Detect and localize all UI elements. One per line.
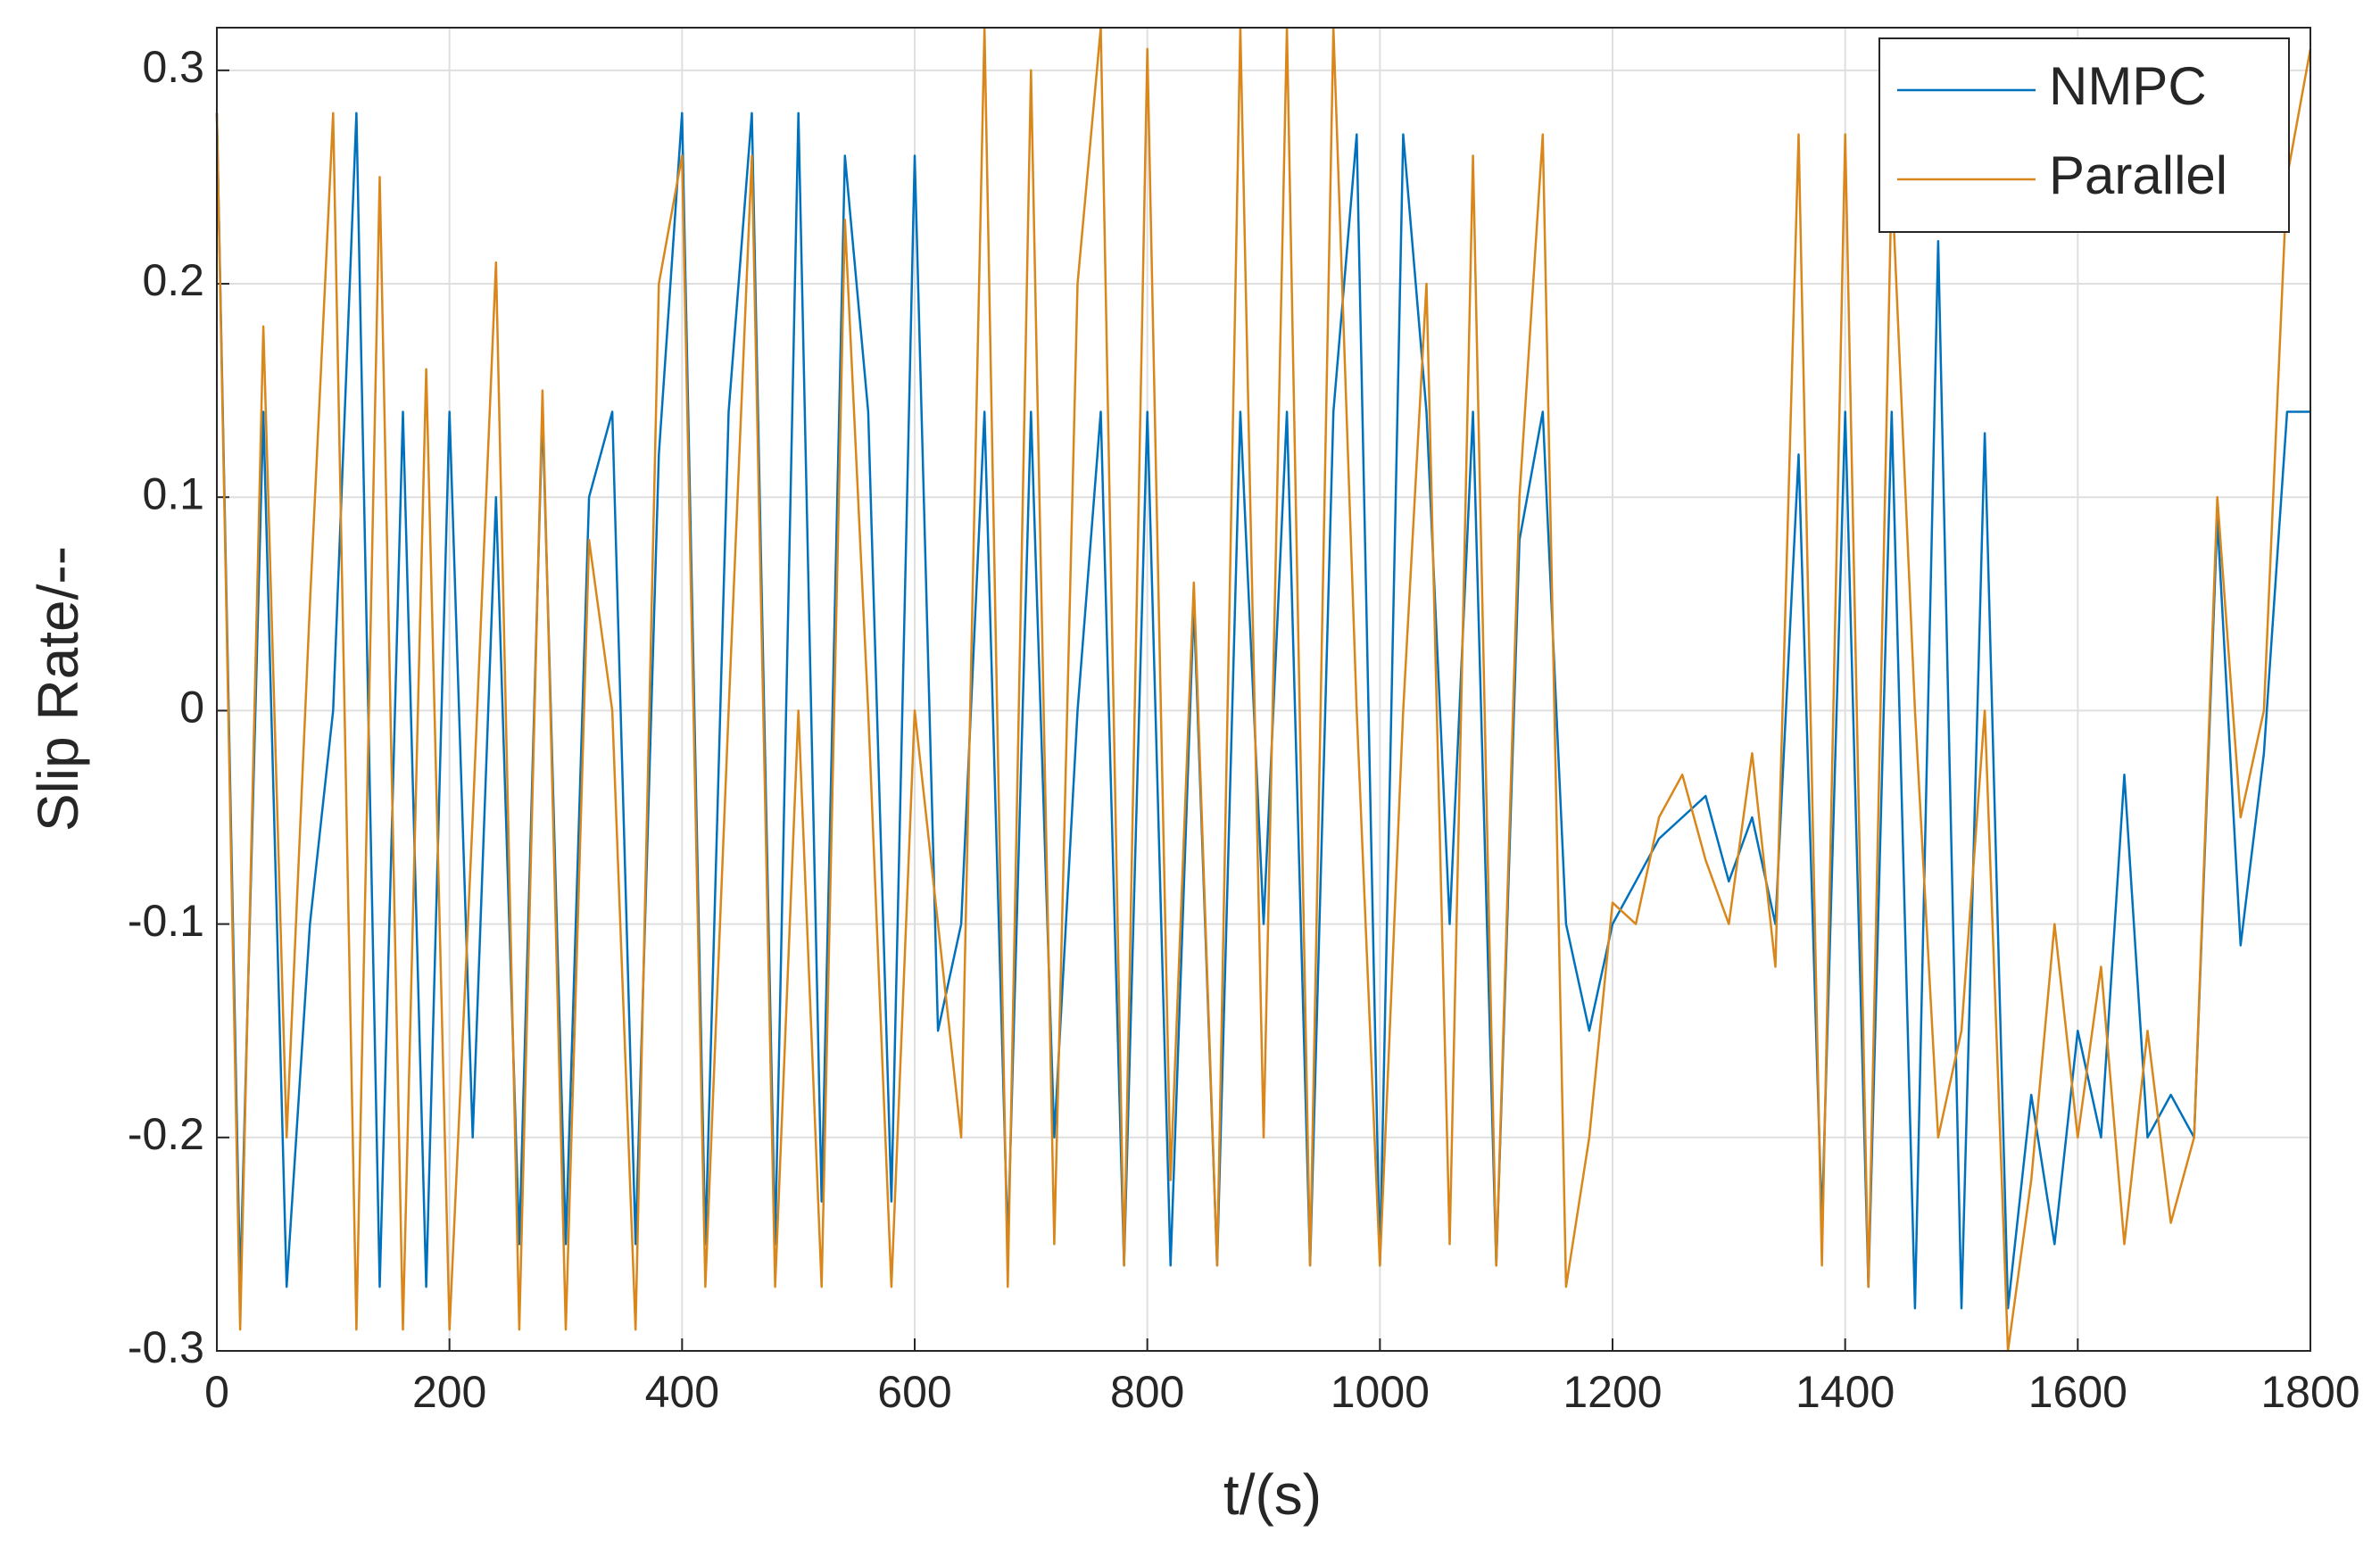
x-axis-label: t/(s) bbox=[1223, 1462, 1322, 1527]
x-tick-label: 1000 bbox=[1331, 1367, 1430, 1417]
x-tick-label: 1800 bbox=[2260, 1367, 2359, 1417]
y-axis-label: Slip Rate/-- bbox=[26, 546, 90, 832]
plot-frame bbox=[216, 27, 2311, 1352]
y-tick-label: 0.2 bbox=[142, 255, 204, 305]
x-tick-label: 600 bbox=[877, 1367, 951, 1417]
x-tick-label: 1600 bbox=[2028, 1367, 2127, 1417]
legend-box bbox=[1878, 37, 2290, 233]
data-line bbox=[215, 26, 2312, 1353]
data-line bbox=[215, 112, 2310, 1310]
x-tick-label: 800 bbox=[1110, 1367, 1184, 1417]
y-tick-label: -0.2 bbox=[128, 1109, 204, 1159]
x-tick-label: 200 bbox=[412, 1367, 486, 1417]
legend-label: NMPC bbox=[2049, 56, 2207, 116]
y-tick-label: -0.1 bbox=[128, 896, 204, 946]
x-tick-label: 0 bbox=[204, 1367, 229, 1417]
x-tick-label: 1200 bbox=[1563, 1367, 1662, 1417]
y-tick-label: 0.1 bbox=[142, 468, 204, 518]
x-tick-label: 400 bbox=[645, 1367, 719, 1417]
x-tick-label: 1400 bbox=[1795, 1367, 1895, 1417]
y-tick-label: 0.3 bbox=[142, 42, 204, 92]
y-tick-label: 0 bbox=[179, 683, 204, 733]
y-tick-label: -0.3 bbox=[128, 1322, 204, 1372]
legend-label: Parallel bbox=[2049, 145, 2227, 205]
